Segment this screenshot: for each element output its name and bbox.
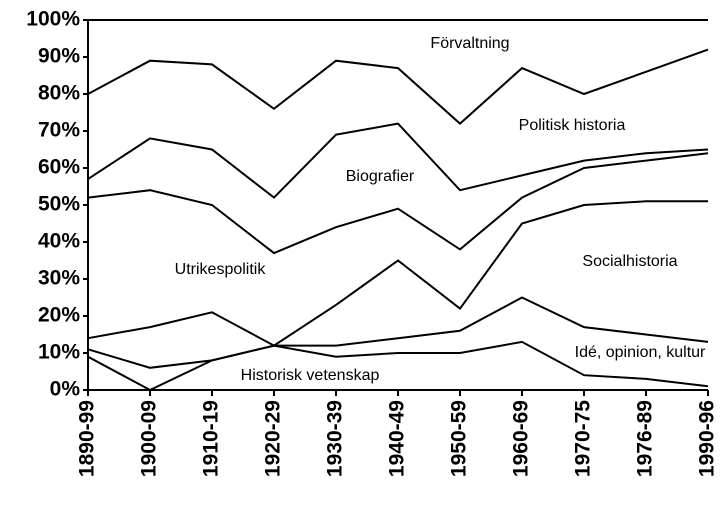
- x-tick-label: 1890-99: [76, 400, 99, 477]
- y-tick-label: 10%: [38, 341, 80, 364]
- series-line: [87, 48, 709, 125]
- series-label: Politisk historia: [519, 117, 626, 134]
- x-tick-label: 1940-49: [386, 400, 409, 477]
- x-tick-label: 1920-29: [262, 400, 285, 477]
- series-line: [87, 200, 708, 347]
- series-line: [87, 340, 709, 392]
- series-label: Biografier: [346, 168, 415, 185]
- x-tick-label: 1930-39: [324, 400, 347, 477]
- x-tick-label: 1970-75: [572, 400, 595, 477]
- series-label: Förvaltning: [430, 35, 509, 52]
- y-tick-label: 90%: [38, 45, 80, 68]
- y-tick-label: 100%: [26, 8, 80, 31]
- x-tick-label: 1900-09: [138, 400, 161, 477]
- y-tick-label: 40%: [38, 230, 80, 253]
- series-line: [87, 296, 709, 369]
- y-tick-label: 30%: [38, 267, 80, 290]
- x-tick-label: 1976-89: [634, 400, 657, 477]
- series-label: Historisk vetenskap: [241, 367, 380, 384]
- series-label: Idé, opinion, kultur: [575, 344, 706, 361]
- y-tick-label: 50%: [38, 193, 80, 216]
- y-tick-label: 0%: [50, 378, 81, 401]
- y-tick-label: 20%: [38, 304, 80, 327]
- x-tick-label: 1990-96: [696, 400, 719, 477]
- series-line: [87, 122, 709, 199]
- series-line: [87, 152, 709, 255]
- y-tick-label: 60%: [38, 156, 80, 179]
- series-label: Socialhistoria: [582, 253, 677, 270]
- x-tick-label: 1960-69: [510, 400, 533, 477]
- series-label: Utrikespolitik: [175, 261, 267, 278]
- y-tick-label: 70%: [38, 119, 80, 142]
- y-tick-label: 80%: [38, 82, 80, 105]
- x-tick-label: 1950-59: [448, 400, 471, 477]
- x-tick-label: 1910-19: [200, 400, 223, 477]
